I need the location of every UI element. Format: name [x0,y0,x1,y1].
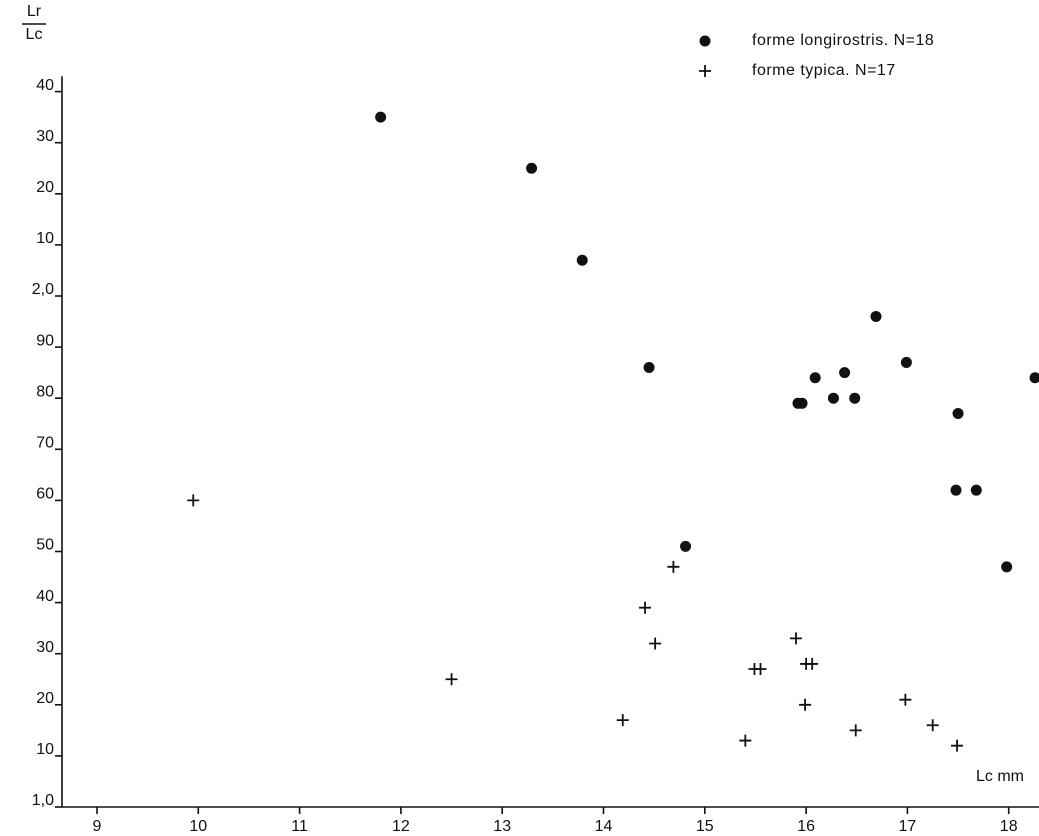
y-label-top: Lr [27,3,42,20]
point [849,724,862,737]
point [526,162,538,174]
point [754,663,767,676]
x-tick-label: 12 [392,818,410,835]
y-tick-label: 30 [36,128,54,145]
point [667,560,680,573]
point [839,367,851,379]
y-tick-label: 30 [36,639,54,656]
point [187,494,200,507]
x-label: Lc mm [976,768,1024,785]
x-tick-label: 9 [93,818,102,835]
x-tick-label: 16 [797,818,815,835]
y-tick-label: 90 [36,332,54,349]
legend-label: forme longirostris. N=18 [752,32,934,49]
legend-marker [699,35,711,47]
x-tick-label: 18 [1000,818,1018,835]
point [970,484,982,496]
point [445,673,458,686]
point [789,632,802,645]
point [680,540,692,552]
x-tick-label: 11 [291,818,308,835]
y-tick-label: 40 [36,588,54,605]
point [900,356,912,368]
y-tick-label: 80 [36,383,54,400]
y-tick-label: 10 [36,230,54,247]
point [739,734,752,747]
y-tick-label: 10 [36,741,54,758]
y-tick-label: 20 [36,179,54,196]
x-tick-label: 14 [595,818,613,835]
point [806,657,819,670]
point [649,637,662,650]
x-tick-label: 17 [899,818,917,835]
y-tick-label: 40 [36,77,54,94]
y-tick-label: 2,0 [32,281,54,298]
point [643,362,655,374]
point [616,714,629,727]
point [796,397,808,409]
legend-label: forme typica. N=17 [752,62,896,79]
point [576,254,588,266]
y-tick-label: 60 [36,486,54,503]
y-tick-label: 20 [36,690,54,707]
point [1001,561,1013,573]
y-tick-label: 70 [36,435,54,452]
y-tick-label: 50 [36,537,54,554]
point [639,601,652,614]
point [926,719,939,732]
point [1029,372,1039,384]
x-tick-label: 13 [493,818,511,835]
x-tick-label: 15 [696,818,714,835]
point [899,693,912,706]
point [375,111,387,123]
point [950,484,962,496]
point [870,310,882,322]
point [952,408,964,420]
point [849,392,861,404]
x-tick-label: 10 [189,818,207,835]
point [799,698,812,711]
point [809,372,821,384]
y-tick-label: 1,0 [32,792,54,809]
y-label-bottom: Lc [26,26,43,43]
legend-marker [699,65,711,77]
point [827,392,839,404]
point [951,739,964,752]
